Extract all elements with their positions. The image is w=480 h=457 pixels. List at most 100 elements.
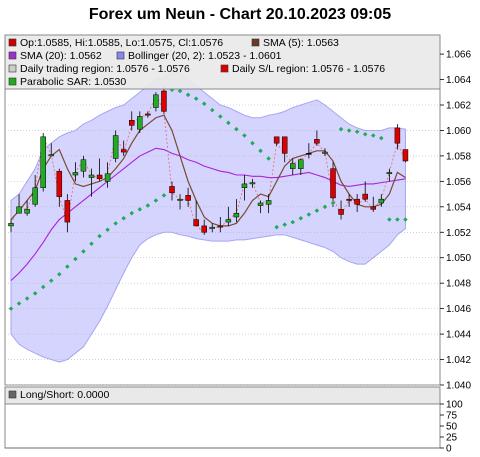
legend-swatch bbox=[220, 64, 229, 73]
candle-body bbox=[241, 183, 248, 188]
sar-dot bbox=[16, 301, 22, 306]
sar-dot bbox=[48, 278, 54, 283]
legend-label: Bollinger (20, 2): 1.0523 - 1.0601 bbox=[128, 50, 282, 62]
y-tick-label: 1.058 bbox=[446, 151, 471, 162]
y-tick-label: 1.064 bbox=[446, 75, 471, 86]
sub-y-tick-label: 75 bbox=[446, 411, 458, 422]
y-tick-label: 1.048 bbox=[446, 279, 471, 290]
legend-swatch bbox=[251, 38, 260, 47]
sar-dot bbox=[121, 216, 126, 221]
candle-body bbox=[177, 198, 183, 201]
legend-label: SMA (20): 1.0562 bbox=[20, 50, 102, 62]
candle-body bbox=[330, 168, 336, 199]
candle-body bbox=[161, 90, 167, 112]
candle-body bbox=[88, 174, 95, 178]
candle-body bbox=[386, 172, 393, 174]
legend-swatch bbox=[8, 77, 17, 86]
sar-dot bbox=[201, 101, 207, 106]
main-plot-area bbox=[5, 53, 440, 386]
candle-body bbox=[354, 198, 360, 205]
y-tick-label: 1.066 bbox=[446, 50, 471, 61]
candle-body bbox=[338, 209, 344, 215]
candle-body bbox=[185, 195, 191, 201]
legend: Op:1.0585, Hi:1.0585, Lo:1.0575, Cl:1.05… bbox=[8, 37, 385, 88]
legend-box bbox=[4, 34, 441, 90]
sub-legend-swatch bbox=[8, 390, 17, 399]
candle-body bbox=[16, 206, 22, 214]
candle-body bbox=[217, 225, 224, 228]
candle-body bbox=[233, 212, 240, 218]
candle-body bbox=[48, 154, 54, 157]
sar-dot bbox=[65, 264, 70, 269]
sub-y-tick-label: 50 bbox=[446, 422, 458, 433]
candle-body bbox=[314, 139, 320, 144]
sar-dot bbox=[193, 96, 199, 101]
candle-body bbox=[24, 209, 30, 214]
sar-dot bbox=[298, 216, 304, 221]
y-tick-label: 1.056 bbox=[446, 177, 471, 188]
y-tick-label: 1.052 bbox=[446, 228, 471, 239]
y-tick-label: 1.054 bbox=[446, 202, 471, 213]
candle-body bbox=[249, 182, 256, 185]
candle-body bbox=[32, 187, 38, 205]
candle-body bbox=[370, 206, 376, 210]
candle-body bbox=[394, 127, 401, 144]
candle-body bbox=[8, 223, 14, 227]
legend-swatch bbox=[8, 51, 17, 60]
long-short-label: Long/Short: 0.0000 bbox=[20, 389, 109, 401]
candle-body bbox=[273, 136, 280, 144]
candle-body bbox=[378, 198, 385, 204]
legend-label: Daily trading region: 1.0576 - 1.0576 bbox=[20, 63, 190, 75]
sar-dot bbox=[322, 204, 328, 210]
candle-body bbox=[145, 113, 151, 116]
candle-body bbox=[362, 193, 368, 200]
legend-label: Op:1.0585, Hi:1.0585, Lo:1.0575, Cl:1.05… bbox=[20, 37, 223, 49]
candle-body bbox=[169, 186, 175, 194]
sar-dot bbox=[338, 126, 344, 132]
candle-body bbox=[306, 153, 312, 155]
sar-dot bbox=[362, 132, 368, 137]
y-tick-label: 1.044 bbox=[446, 330, 471, 341]
y-tick-label: 1.046 bbox=[446, 304, 471, 315]
candle-body bbox=[346, 198, 352, 201]
candle-body bbox=[120, 149, 127, 153]
sub-y-tick-label: 0 bbox=[446, 444, 452, 455]
candle-body bbox=[322, 151, 328, 154]
candle-body bbox=[112, 135, 119, 159]
y-axis: 1.066 1.064 1.062 1.060 1.058 1.056 1.054 1.052… bbox=[440, 50, 471, 392]
candle-body bbox=[56, 170, 63, 197]
candle-body bbox=[104, 173, 111, 182]
sub-legend-box bbox=[4, 386, 441, 405]
sar-dot bbox=[379, 135, 384, 141]
candle-body bbox=[72, 172, 79, 176]
y-tick-label: 1.042 bbox=[446, 355, 471, 366]
candle-body bbox=[40, 136, 46, 188]
sub-y-tick-label: 25 bbox=[446, 433, 458, 444]
sma20-line bbox=[10, 147, 406, 282]
candle-body bbox=[129, 120, 135, 126]
candle-body bbox=[257, 202, 264, 206]
y-tick-label: 1.062 bbox=[446, 101, 471, 112]
sub-y-tick-label: 100 bbox=[446, 400, 463, 411]
sar-dot bbox=[97, 233, 102, 239]
candle-body bbox=[209, 226, 215, 229]
candle-body bbox=[225, 219, 232, 223]
candle-body bbox=[64, 200, 71, 223]
legend-swatch bbox=[8, 64, 17, 73]
candle-body bbox=[402, 149, 409, 162]
sar-dot bbox=[81, 249, 86, 254]
candle-body bbox=[153, 94, 159, 108]
candle-body bbox=[201, 225, 207, 233]
candle-body bbox=[137, 116, 143, 130]
sar-dot bbox=[89, 241, 94, 246]
legend-label: SMA (5): 1.0563 bbox=[263, 37, 339, 49]
candle-body bbox=[80, 159, 87, 172]
legend-label: Daily S/L region: 1.0576 - 1.0576 bbox=[232, 63, 385, 75]
chart-title: Forex um Neun - Chart 20.10.2023 09:05 bbox=[89, 6, 391, 23]
candle-body bbox=[290, 163, 296, 169]
candle-body bbox=[265, 200, 272, 205]
candle-body bbox=[281, 136, 288, 154]
